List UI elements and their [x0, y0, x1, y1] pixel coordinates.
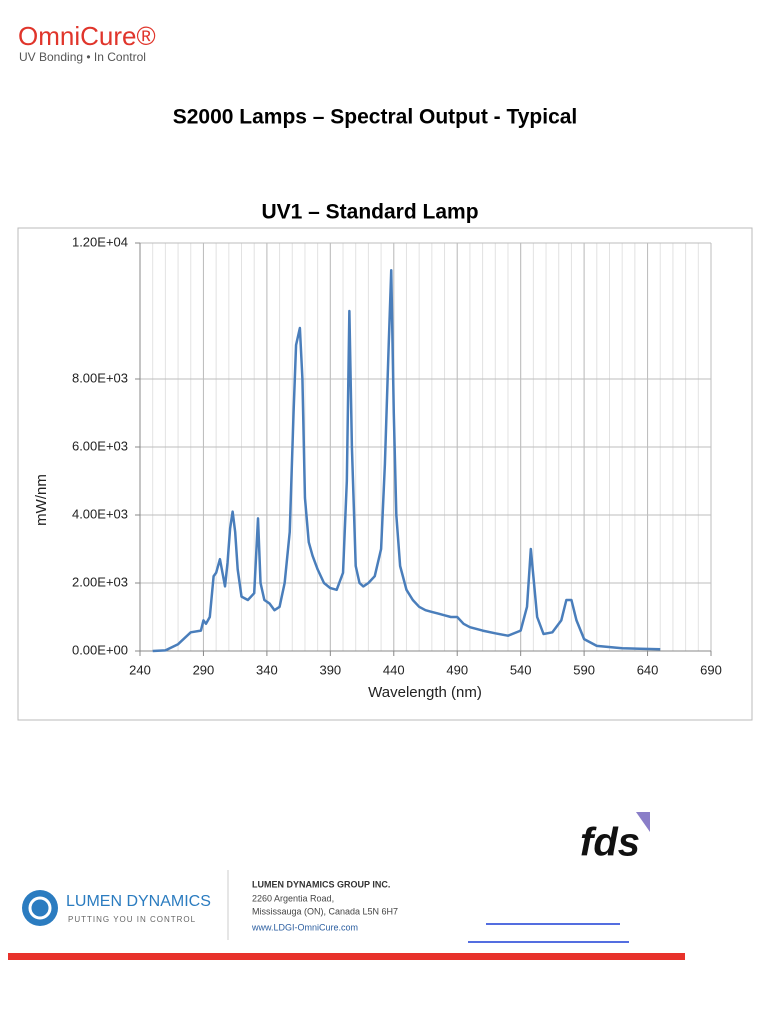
- x-axis-label: Wavelength (nm): [368, 684, 482, 701]
- page-title: S2000 Lamps – Spectral Output - Typical: [173, 106, 578, 129]
- x-tick-label: 240: [129, 662, 151, 677]
- x-tick-label: 590: [573, 662, 595, 677]
- address-line: LUMEN DYNAMICS GROUP INC.: [252, 879, 390, 889]
- y-tick-label: 2.00E+03: [72, 574, 128, 589]
- website: www.LDGI-OmniCure.com: [251, 922, 358, 932]
- company-name: LUMEN DYNAMICS: [66, 893, 211, 910]
- company-slogan: PUTTING YOU IN CONTROL: [68, 915, 196, 924]
- tagline: UV Bonding • In Control: [19, 50, 146, 64]
- address-line: 2260 Argentia Road,: [252, 893, 334, 903]
- plot: 0.00E+00 2.00E+03 4.00E+03 6.00E+03 8.00E+03…: [72, 234, 722, 677]
- x-tick-label: 340: [256, 662, 278, 677]
- x-tick-label: 390: [319, 662, 341, 677]
- company-logo: [22, 890, 58, 926]
- y-tick-label: 1.20E+04: [72, 234, 128, 249]
- y-axis-label: mW/nm: [33, 474, 50, 526]
- y-tick-label: 6.00E+03: [72, 438, 128, 453]
- x-tick-label: 490: [446, 662, 468, 677]
- partner-mark: [636, 812, 650, 832]
- partner-logo: fds: [580, 821, 640, 865]
- y-tick-label: 0.00E+00: [72, 642, 128, 657]
- company-logo-ring: [28, 896, 52, 920]
- address-line: Mississauga (ON), Canada L5N 6H7: [252, 906, 398, 916]
- spectrum-line: [152, 268, 661, 653]
- y-tick-label: 8.00E+03: [72, 370, 128, 385]
- chart-frame: [17, 227, 753, 721]
- x-tick-label: 290: [193, 662, 215, 677]
- chart-title: UV1 – Standard Lamp: [261, 201, 478, 224]
- x-tick-label: 540: [510, 662, 532, 677]
- x-tick-label: 640: [637, 662, 659, 677]
- x-tick-label: 690: [700, 662, 722, 677]
- y-tick-label: 4.00E+03: [72, 506, 128, 521]
- footer-bar: [8, 953, 685, 960]
- x-tick-label: 440: [383, 662, 405, 677]
- brand: OmniCure®: [18, 21, 156, 51]
